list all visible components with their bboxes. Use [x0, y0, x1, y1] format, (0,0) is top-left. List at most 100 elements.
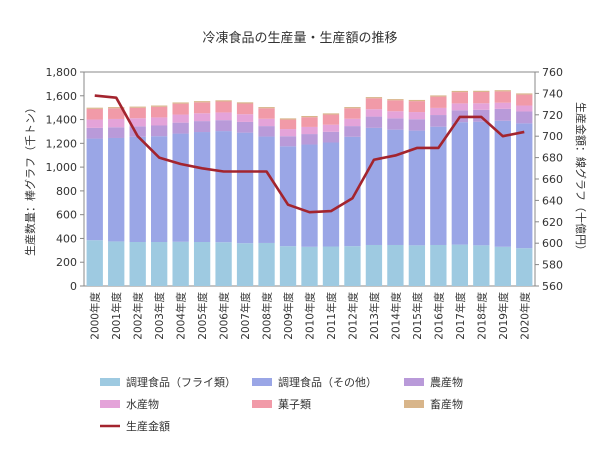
bar-segment-3 [193, 121, 211, 133]
x-tick-label: 2013年度 [368, 292, 381, 340]
x-tick-label: 2007年度 [239, 292, 252, 340]
x-tick-label: 2019年度 [497, 292, 510, 340]
x-tick-label: 2008年度 [261, 292, 274, 340]
bar-segment-5 [430, 96, 447, 108]
legend-label: 生産金額 [126, 419, 170, 433]
bar-segment-4 [494, 102, 511, 109]
y-tick-label: 800 [56, 185, 77, 198]
legend-swatch [252, 378, 272, 386]
y2-tick-label: 740 [542, 87, 563, 100]
bar-segment-6 [172, 102, 189, 104]
bar-segment-5 [322, 114, 340, 125]
plot-area: 0 200 400 600 800 1,000 1,200 1,400 1,600 1,800 56… [23, 66, 588, 340]
bar-segment-4 [86, 119, 103, 128]
bar-segment-6 [387, 99, 404, 101]
y-tick-label: 1,200 [46, 137, 78, 150]
bar-segment-6 [494, 90, 511, 92]
x-tick-label: 2012年度 [346, 292, 359, 340]
bar-segment-3 [494, 108, 511, 121]
bar-segment-1 [494, 246, 511, 286]
legend-label: 菓子類 [278, 398, 311, 411]
y-tick-label: 1,000 [46, 161, 78, 174]
bar-segment-4 [387, 111, 404, 119]
bar-segment-3 [108, 127, 125, 138]
bar-segment-5 [151, 106, 168, 118]
bar-segment-4 [516, 105, 533, 112]
bar-segment-1 [108, 241, 125, 286]
legend-swatch [100, 378, 120, 386]
bar-segment-6 [215, 100, 232, 102]
bar-segment-1 [193, 242, 211, 286]
bar-segment-4 [451, 103, 468, 111]
x-tick-label: 2004年度 [175, 292, 188, 340]
bar-segment-1 [279, 246, 297, 286]
bar-segment-3 [258, 126, 275, 137]
bar-segment-1 [473, 245, 490, 286]
bar-segment-4 [365, 109, 383, 117]
x-tick-label: 2010年度 [304, 292, 317, 340]
bar-segment-6 [430, 95, 447, 97]
bar-segment-4 [172, 114, 189, 123]
bar-segment-6 [108, 107, 125, 109]
bar-segment-4 [301, 126, 318, 135]
bar-segment-3 [151, 125, 168, 137]
x-tick-label: 2000年度 [89, 292, 102, 340]
x-tick-label: 2017年度 [454, 292, 467, 340]
bar-segment-1 [258, 242, 275, 286]
legend-label: 水産物 [126, 397, 159, 411]
bar-segment-1 [301, 246, 318, 286]
bar-segment-5 [215, 101, 232, 113]
bar-segment-1 [451, 244, 468, 286]
bar-segment-1 [408, 245, 426, 286]
bar-segment-6 [365, 97, 383, 99]
bar-segment-5 [236, 103, 254, 115]
bar-segment-6 [408, 99, 426, 102]
x-tick-label: 2002年度 [132, 292, 145, 340]
legend-swatch [100, 400, 120, 408]
bar-segment-6 [279, 118, 297, 120]
bar-segment-5 [258, 108, 275, 119]
bar-segment-5 [86, 108, 103, 120]
x-tick-label: 2014年度 [389, 292, 402, 340]
bar-segment-5 [279, 119, 297, 130]
bar-segment-4 [473, 103, 490, 110]
y2-tick-label: 640 [542, 194, 563, 207]
bar-segment-3 [236, 121, 254, 133]
legend-label: 畜産物 [430, 397, 463, 411]
y-axis-title: 生産数量：棒グラフ（千トン） [23, 102, 37, 256]
bar-segment-1 [172, 241, 189, 286]
bar-segment-2 [301, 144, 318, 247]
bar-segment-5 [494, 91, 511, 103]
bar-segment-2 [322, 142, 340, 247]
bar-segment-2 [193, 132, 211, 243]
bar-segment-6 [451, 90, 468, 93]
bar-segment-2 [387, 129, 404, 245]
y2-tick-label: 700 [542, 130, 563, 143]
y2-tick-label: 620 [542, 216, 563, 229]
legend-swatch [252, 400, 272, 408]
y-tick-label: 0 [70, 280, 77, 293]
bar-segment-4 [430, 107, 447, 116]
bar-segment-4 [408, 112, 426, 120]
line-series-production-value [94, 94, 525, 214]
bar-segment-2 [451, 122, 468, 245]
x-tick-label: 2005年度 [196, 292, 209, 340]
legend-label: 調理食品（フライ類） [126, 375, 236, 389]
bar-segment-3 [430, 115, 447, 127]
bar-segment-4 [322, 124, 340, 132]
bar-segment-5 [516, 94, 533, 106]
bar-segment-2 [516, 123, 533, 249]
y-tick-label: 1,400 [46, 114, 78, 127]
bar-segment-1 [151, 242, 168, 286]
y-tick-label: 200 [56, 256, 77, 269]
bar-segment-3 [365, 116, 383, 128]
bar-segment-4 [151, 117, 168, 126]
x-tick-label: 2016年度 [432, 292, 445, 340]
x-tick-label: 2009年度 [282, 292, 295, 340]
bar-segment-3 [516, 111, 533, 124]
bar-segment-3 [322, 131, 340, 143]
legend-label: 農産物 [430, 375, 463, 389]
bar-segment-3 [344, 126, 361, 137]
bar-segment-2 [258, 136, 275, 243]
